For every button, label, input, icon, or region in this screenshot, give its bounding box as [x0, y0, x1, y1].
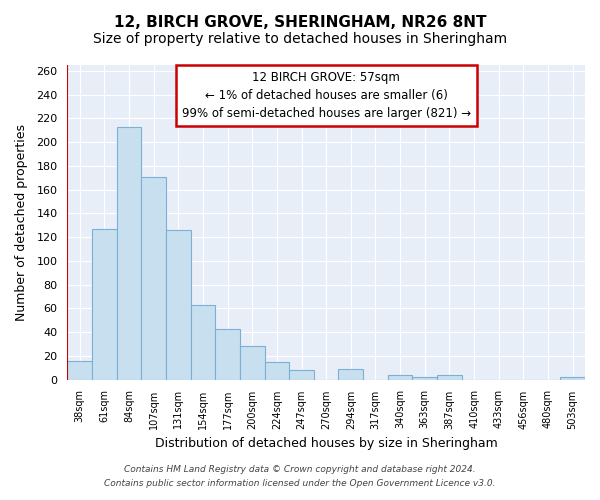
- Y-axis label: Number of detached properties: Number of detached properties: [15, 124, 28, 321]
- Bar: [141, 176, 166, 380]
- Text: 12, BIRCH GROVE, SHERINGHAM, NR26 8NT: 12, BIRCH GROVE, SHERINGHAM, NR26 8NT: [114, 15, 486, 30]
- Bar: [191, 305, 215, 380]
- Bar: [116, 126, 141, 380]
- Bar: [388, 375, 412, 380]
- Text: Size of property relative to detached houses in Sheringham: Size of property relative to detached ho…: [93, 32, 507, 46]
- Bar: [166, 230, 191, 380]
- Bar: [412, 377, 437, 380]
- Bar: [240, 346, 265, 380]
- Bar: [289, 370, 314, 380]
- Text: Contains HM Land Registry data © Crown copyright and database right 2024.
Contai: Contains HM Land Registry data © Crown c…: [104, 466, 496, 487]
- Bar: [92, 229, 116, 380]
- Text: 12 BIRCH GROVE: 57sqm
← 1% of detached houses are smaller (6)
99% of semi-detach: 12 BIRCH GROVE: 57sqm ← 1% of detached h…: [182, 72, 471, 120]
- X-axis label: Distribution of detached houses by size in Sheringham: Distribution of detached houses by size …: [155, 437, 497, 450]
- Bar: [560, 377, 585, 380]
- Bar: [338, 369, 363, 380]
- Bar: [67, 360, 92, 380]
- Bar: [215, 328, 240, 380]
- Bar: [437, 375, 462, 380]
- Bar: [265, 362, 289, 380]
